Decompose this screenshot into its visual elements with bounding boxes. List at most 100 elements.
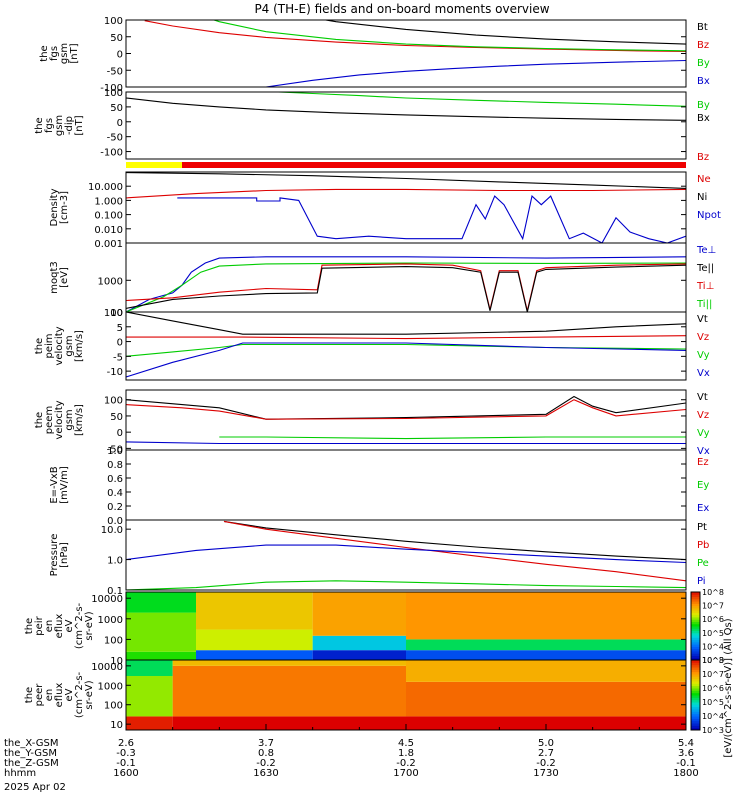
y-axis-label: the peem velocity gsm [km/s] [34,400,85,439]
panel-10: 10000 1000 100 10 the peir en eflux eV (cm^2-s-sr… [24,591,687,667]
series-Ni-line [126,172,686,189]
x-tick-label: 5.4 [678,738,694,749]
colorbar-swatch [691,635,700,638]
y-label-line: Pressure [49,534,60,577]
y-label-line: peim [44,333,55,358]
legend: Vt Vz Vy Vx [697,392,710,457]
y-label-line: E=-VxB [49,466,60,503]
spectrogram-cell-1-2 [126,612,196,652]
colorbar-swatch [691,610,700,613]
y-label-line: peir [34,615,45,635]
date-label: 2025 Apr 02 [4,782,66,793]
spectrogram-cell-1-2 [126,676,173,717]
panel-3 [126,162,686,168]
y-axis-label: the peir en eflux eV (cm^2-s-sr-eV) [24,602,95,649]
x-tick-label: 1800 [673,768,698,779]
y-label-line: [cm-3] [59,191,70,224]
legend-Vz-label: Vz [697,332,709,343]
y-tick-label: 100 [104,88,123,99]
series-By-line [212,20,686,52]
colorbar-swatch [691,685,700,689]
legend-Bt-label: Bt [697,22,708,33]
y-label-line: -dip [64,116,75,135]
bottom-row-label: the_Y-GSM [4,748,57,759]
y-label-line: fgs [44,118,55,133]
legend-Ey-label: Ey [697,480,709,491]
y-tick-label: 10000 [91,662,123,673]
colorbar-swatch [691,598,700,602]
legend-Pb-label: Pb [697,540,709,551]
mode-segment-1 [126,162,182,168]
colorbar-tick-label: 10^5 [702,629,724,638]
spectrogram-cell-1-1 [126,716,173,730]
y-label-line: fgs [49,46,60,61]
y-tick-label: 0.0 [107,516,123,527]
y-tick-label: -100 [100,83,123,94]
spectrogram-cell-1-1 [126,651,196,660]
series-Ti-line [126,262,686,312]
colorbar-swatch [691,697,700,701]
x-tick-label: -0.2 [536,758,556,769]
x-tick-label: -0.2 [396,758,416,769]
spectrogram-cell-2-1 [196,650,313,660]
y-label-line: [nT] [74,115,85,135]
panel-frame [125,389,687,451]
y-label-line: gsm [59,43,70,64]
y-label-line: [km/s] [74,330,85,362]
bottom-row-label: the_X-GSM [4,738,58,749]
x-tick-label: 3.7 [258,738,274,749]
series-Bx-line [126,97,686,121]
y-label-line: [mV/m] [59,466,70,504]
y-tick-label: 1.0 [107,556,123,567]
legend-Vy-label: Vy [697,350,710,361]
legend-Ti-label: Ti|| [696,299,712,310]
x-tick-label: 2.6 [118,738,134,749]
colorbar-swatch [691,603,700,607]
legend: Ez Ey Ex [697,457,709,514]
colorbar-swatch [691,594,700,598]
colorbar-swatch [691,727,700,731]
y-label-line: [km/s] [74,404,85,436]
spectrogram-cell-2-2 [172,665,406,717]
colorbar-tick-label: 10^3 [702,726,724,735]
y-tick-label: 0.1 [107,586,123,597]
y-tick-label: -50 [107,66,123,77]
colorbar-swatch [691,664,700,668]
y-tick-label: 0 [117,338,123,349]
series-Bx-line [265,59,686,87]
x-tick-label: 5.0 [538,738,554,749]
y-label-line: gsm [64,409,75,430]
y-axis-label: the peim velocity gsm [km/s] [34,326,85,365]
y-label-line: (cm^2-s- [74,602,85,649]
series-Npot-line [177,195,686,243]
y-tick-label: 1000 [98,276,123,287]
series-Pi-line [126,544,686,564]
y-tick-label: -50 [107,444,123,455]
series-Vz-line [126,399,686,420]
colorbar-swatch [691,614,700,618]
series-Bz-line [144,20,686,53]
colorbar-swatch [691,607,700,611]
y-tick-label: 10 [110,308,123,319]
colorbar-tick-label: 10^6 [702,684,724,693]
y-label-line: eflux [54,614,65,639]
y-tick-label: 10 [110,720,123,731]
legend: Pt Pb Pe Pi [697,522,709,587]
colorbar-swatch [691,596,700,600]
y-tick-label: 10000 [91,594,123,605]
colorbar-swatch [691,601,700,604]
colorbar-swatch [691,632,700,636]
y-tick-label: 0 [117,50,123,61]
colorbar-swatch [691,678,700,682]
y-tick-label: 100 [104,16,123,27]
series-Vx-line [126,441,686,445]
y-tick-label: -10 [107,367,123,378]
colorbar-tick-label: 10^7 [702,602,724,611]
y-tick-label: 100 [104,701,123,712]
spectrogram-cell-4-2 [406,639,686,651]
x-tick-label: 0.8 [258,748,274,759]
legend-Ti-label: Ti⊥ [696,281,714,292]
colorbar-swatch [691,674,700,677]
